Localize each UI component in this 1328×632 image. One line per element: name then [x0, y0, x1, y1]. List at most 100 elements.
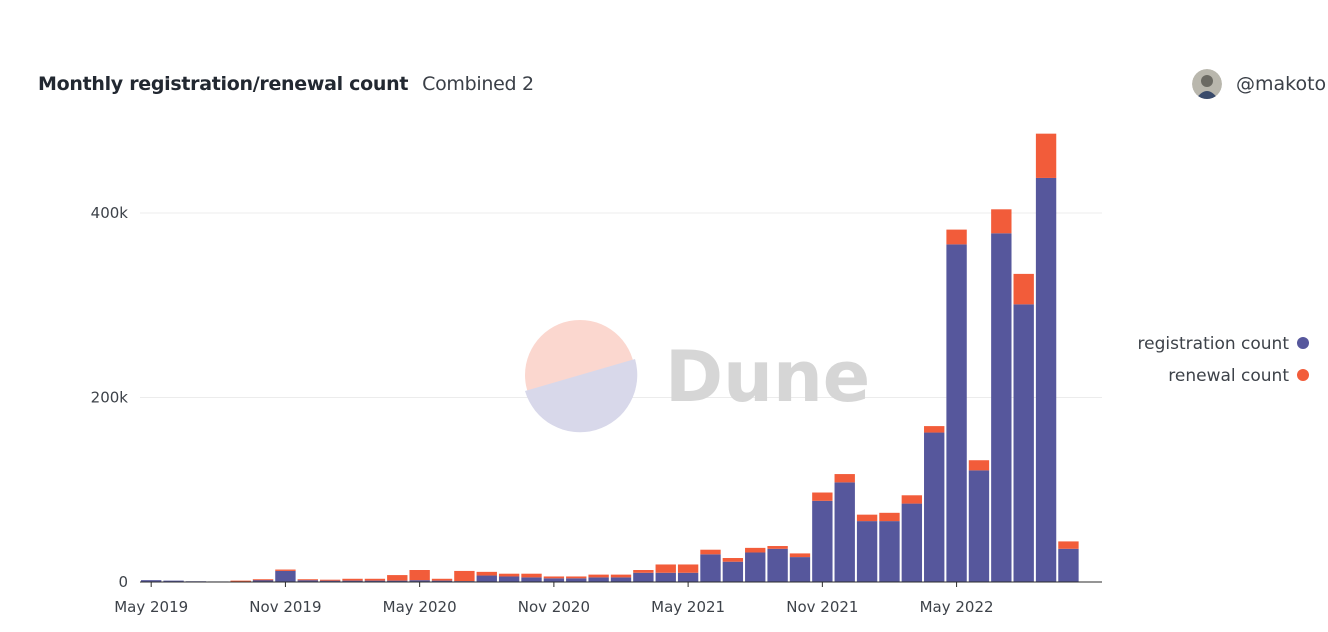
bar-registration[interactable]	[342, 580, 363, 582]
x-tick-label: Nov 2020	[518, 598, 590, 616]
bar-registration[interactable]	[789, 557, 811, 582]
bar-registration[interactable]	[431, 580, 453, 582]
bar-registration[interactable]	[991, 233, 1012, 583]
bar-registration[interactable]	[521, 577, 542, 582]
y-tick-label: 0	[118, 573, 128, 591]
avatar-image	[1192, 69, 1222, 99]
watermark-logo-bottom	[525, 359, 638, 433]
bar-registration[interactable]	[745, 552, 766, 582]
bar-registration[interactable]	[297, 580, 318, 582]
bar-renewal[interactable]	[1013, 273, 1034, 305]
bar-renewal[interactable]	[901, 495, 923, 504]
watermark-text: Dune	[665, 336, 870, 418]
bar-renewal[interactable]	[566, 576, 587, 579]
bar-renewal[interactable]	[1035, 133, 1057, 178]
bar-registration[interactable]	[1035, 177, 1057, 582]
bar-registration[interactable]	[610, 577, 632, 582]
bar-renewal[interactable]	[677, 564, 699, 573]
bar-renewal[interactable]	[1058, 541, 1079, 549]
chart-header: Monthly registration/renewal count Combi…	[38, 70, 534, 98]
bar-registration[interactable]	[141, 580, 162, 582]
bar-registration[interactable]	[968, 470, 990, 582]
avatar[interactable]	[1192, 69, 1222, 99]
bars	[141, 133, 1079, 583]
bar-registration[interactable]	[409, 580, 430, 582]
x-tick-label: May 2021	[651, 598, 725, 616]
bar-registration[interactable]	[1058, 548, 1079, 582]
bar-renewal[interactable]	[700, 549, 721, 555]
legend-label-registration: registration count	[1138, 334, 1290, 354]
bar-renewal[interactable]	[387, 575, 408, 581]
bar-registration[interactable]	[319, 580, 341, 582]
bar-renewal[interactable]	[946, 229, 967, 245]
author-name[interactable]: @makoto	[1236, 73, 1327, 95]
bar-renewal[interactable]	[409, 570, 430, 581]
bar-renewal[interactable]	[633, 570, 654, 573]
bar-registration[interactable]	[856, 521, 878, 582]
bar-renewal[interactable]	[856, 514, 878, 522]
bar-registration[interactable]	[633, 572, 654, 582]
bar-renewal[interactable]	[812, 492, 833, 501]
legend-label-renewal: renewal count	[1168, 366, 1289, 386]
bar-registration[interactable]	[655, 572, 676, 582]
bar-registration[interactable]	[700, 554, 721, 582]
bar-renewal[interactable]	[655, 564, 676, 573]
bar-registration[interactable]	[387, 580, 408, 582]
bar-renewal[interactable]	[543, 576, 565, 579]
bar-registration[interactable]	[275, 570, 296, 582]
bar-renewal[interactable]	[767, 546, 788, 549]
x-tick-label: Nov 2019	[249, 598, 321, 616]
bar-renewal[interactable]	[588, 574, 609, 578]
bar-renewal[interactable]	[275, 569, 296, 571]
bar-registration[interactable]	[812, 500, 833, 582]
bar-registration[interactable]	[677, 572, 699, 582]
bar-renewal[interactable]	[252, 579, 274, 581]
bar-registration[interactable]	[879, 521, 900, 582]
bar-renewal[interactable]	[476, 571, 497, 576]
bar-renewal[interactable]	[968, 460, 990, 471]
bar-renewal[interactable]	[498, 573, 520, 577]
bar-renewal[interactable]	[297, 579, 318, 581]
bar-registration[interactable]	[543, 578, 565, 582]
x-axis-ticks: May 2019 Nov 2019 May 2020 Nov 2020 May 2021…	[114, 582, 994, 616]
bar-renewal[interactable]	[610, 574, 632, 578]
bar-registration[interactable]	[588, 577, 609, 582]
bar-registration[interactable]	[924, 432, 945, 582]
x-tick-label: May 2020	[383, 598, 457, 616]
bar-renewal[interactable]	[879, 512, 900, 522]
bar-renewal[interactable]	[319, 579, 341, 581]
bar-renewal[interactable]	[521, 573, 542, 578]
bar-renewal[interactable]	[834, 474, 855, 483]
bar-registration[interactable]	[946, 244, 967, 583]
bar-renewal[interactable]	[364, 578, 386, 581]
bar-registration[interactable]	[1013, 304, 1034, 582]
bar-registration[interactable]	[364, 580, 386, 582]
bar-registration[interactable]	[722, 561, 744, 582]
dune-watermark: Dune	[525, 320, 870, 433]
bar-registration[interactable]	[163, 580, 184, 582]
author-badge[interactable]: @makoto	[1192, 68, 1326, 100]
bar-registration[interactable]	[476, 575, 497, 582]
bar-renewal[interactable]	[342, 578, 363, 581]
bar-registration[interactable]	[498, 576, 520, 582]
bar-renewal[interactable]	[454, 570, 475, 582]
bar-registration[interactable]	[834, 482, 855, 582]
bar-registration[interactable]	[901, 503, 923, 582]
bar-registration[interactable]	[767, 548, 788, 582]
bar-renewal[interactable]	[431, 578, 453, 581]
legend-marker-renewal	[1297, 369, 1309, 381]
chart-subtitle: Combined 2	[422, 73, 534, 95]
chart-title: Monthly registration/renewal count	[38, 73, 409, 95]
legend-marker-registration	[1297, 337, 1309, 349]
x-tick-label: Nov 2021	[786, 598, 858, 616]
bar-registration[interactable]	[566, 578, 587, 582]
bar-renewal[interactable]	[789, 553, 811, 558]
bar-registration[interactable]	[252, 579, 274, 582]
x-tick-label: May 2022	[920, 598, 994, 616]
bar-renewal[interactable]	[991, 209, 1012, 234]
bar-renewal[interactable]	[745, 547, 766, 553]
bar-renewal[interactable]	[722, 558, 744, 562]
bar-renewal[interactable]	[230, 580, 251, 582]
bar-renewal[interactable]	[924, 426, 945, 433]
